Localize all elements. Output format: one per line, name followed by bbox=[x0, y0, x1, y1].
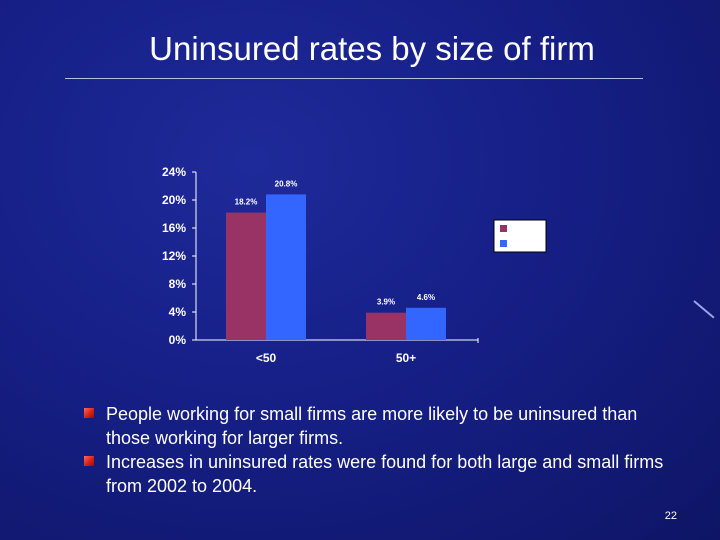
legend-swatch bbox=[500, 240, 507, 247]
legend-label: 2002 bbox=[511, 224, 534, 235]
bullet-text: People working for small firms are more … bbox=[106, 404, 638, 448]
data-label: 3.9% bbox=[377, 298, 395, 307]
y-tick-label: 12% bbox=[162, 249, 186, 263]
y-tick-label: 8% bbox=[169, 277, 187, 291]
slide-title: Uninsured rates by size of firm bbox=[149, 30, 595, 67]
page-number: 22 bbox=[664, 510, 677, 522]
bar bbox=[366, 312, 406, 340]
bullet-marker-icon bbox=[84, 456, 94, 466]
bullet-text: Increases in uninsured rates were found … bbox=[106, 452, 664, 496]
y-tick-label: 4% bbox=[169, 305, 187, 319]
data-label: 4.6% bbox=[417, 293, 435, 302]
legend-label: 2004 bbox=[511, 239, 534, 250]
bullet-list: People working for small firms are more … bbox=[82, 402, 682, 498]
y-tick-label: 0% bbox=[169, 333, 187, 347]
bar bbox=[266, 194, 306, 340]
bullet-item: Increases in uninsured rates were found … bbox=[82, 450, 682, 498]
title-divider bbox=[65, 78, 643, 79]
data-label: 20.8% bbox=[275, 179, 298, 188]
bullet-marker-icon bbox=[84, 408, 94, 418]
x-tick-label: 50+ bbox=[396, 351, 416, 365]
y-tick-label: 16% bbox=[162, 221, 186, 235]
legend-swatch bbox=[500, 225, 507, 232]
bullet-item: People working for small firms are more … bbox=[82, 402, 682, 450]
y-tick-label: 24% bbox=[162, 165, 186, 179]
bar bbox=[406, 307, 446, 340]
data-label: 18.2% bbox=[235, 198, 258, 207]
bar bbox=[226, 212, 266, 340]
y-tick-label: 20% bbox=[162, 193, 186, 207]
x-tick-label: <50 bbox=[256, 351, 277, 365]
